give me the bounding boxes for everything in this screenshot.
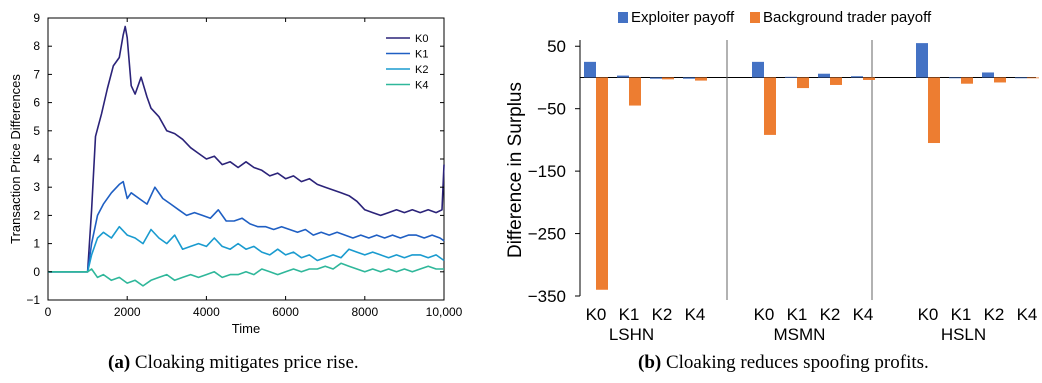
line-series-k4 bbox=[48, 262, 444, 287]
caption-b: (b) Cloaking reduces spoofing profits. bbox=[638, 352, 929, 374]
bar-category-label: K1 bbox=[619, 305, 640, 324]
line-y-tick-label: 8 bbox=[33, 39, 40, 53]
line-y-axis-label: Transaction Price Differences bbox=[8, 74, 23, 244]
line-series-group bbox=[48, 25, 445, 287]
bar-background-msmn-k1 bbox=[797, 77, 809, 89]
bar-category-label: K4 bbox=[1017, 305, 1038, 324]
bar-exploiter-msmn-k2 bbox=[818, 73, 830, 78]
bar-exploiter-hsln-k0 bbox=[916, 43, 928, 78]
line-y-tick-label: 6 bbox=[33, 96, 40, 110]
bar-exploiter-msmn-k4 bbox=[851, 76, 863, 78]
bar-bars-group bbox=[584, 43, 1039, 290]
line-y-tick-label: 0 bbox=[33, 265, 40, 279]
bar-background-lshn-k1 bbox=[629, 77, 641, 106]
legend-label-k2: K2 bbox=[415, 64, 428, 76]
bar-category-label: K0 bbox=[918, 305, 939, 324]
bar-category-label: K1 bbox=[787, 305, 808, 324]
line-y-tick-label: 7 bbox=[33, 67, 40, 81]
line-x-tick-label: 0 bbox=[45, 305, 52, 319]
bar-category-label: K2 bbox=[984, 305, 1005, 324]
bar-category-label: K1 bbox=[951, 305, 972, 324]
bar-exploiter-lshn-k0 bbox=[584, 61, 596, 78]
line-series-k2 bbox=[48, 225, 445, 273]
line-legend: K0 K1 K2 K4 bbox=[386, 33, 428, 92]
bar-background-msmn-k0 bbox=[764, 77, 776, 135]
bar-category-label: K0 bbox=[586, 305, 607, 324]
caption-b-label: (b) bbox=[638, 352, 662, 373]
line-y-tick-label: 5 bbox=[33, 124, 40, 138]
bar-background-msmn-k2 bbox=[830, 77, 842, 85]
line-series-k1 bbox=[48, 180, 445, 273]
bar-background-msmn-k4 bbox=[863, 77, 875, 80]
bar-legend-swatch-exploiter bbox=[618, 12, 628, 23]
line-x-axis-label: Time bbox=[232, 321, 260, 336]
legend-label-k0: K0 bbox=[415, 33, 428, 45]
line-ticks-group: 0 2000 4000 6000 8000 10,000 −1 0 1 2 3 4 5 6 7 8 9 bbox=[26, 11, 462, 319]
bar-legend-label-background: Background trader payoff bbox=[763, 9, 932, 26]
bar-group-label-hsln: HSLN bbox=[941, 325, 986, 344]
line-y-tick-label: 9 bbox=[33, 11, 40, 25]
line-y-tick-label: 4 bbox=[33, 152, 40, 166]
bar-group-label-msmn: MSMN bbox=[774, 325, 826, 344]
line-y-tick-label: 1 bbox=[33, 237, 40, 251]
bar-legend-swatch-background bbox=[750, 12, 760, 23]
bar-exploiter-lshn-k4 bbox=[683, 77, 695, 79]
caption-a-label: (a) bbox=[108, 352, 131, 373]
bar-y-tick-label: 50 bbox=[547, 37, 566, 56]
bar-category-label: K4 bbox=[853, 305, 874, 324]
line-x-tick-label: 6000 bbox=[272, 305, 299, 319]
bar-exploiter-lshn-k1 bbox=[617, 75, 629, 78]
legend-label-k4: K4 bbox=[415, 80, 428, 92]
bar-background-lshn-k2 bbox=[662, 77, 674, 80]
bar-y-tick-label: −150 bbox=[528, 162, 566, 181]
line-chart: 0 2000 4000 6000 8000 10,000 −1 0 1 2 3 4 5 6 7 8 9 Time… bbox=[8, 11, 463, 336]
caption-b-text: Cloaking reduces spoofing profits. bbox=[661, 352, 929, 373]
line-series-k0 bbox=[48, 25, 445, 273]
bar-background-hsln-k1 bbox=[961, 77, 973, 84]
line-x-tick-label: 4000 bbox=[193, 305, 220, 319]
line-y-tick-label: 2 bbox=[33, 208, 40, 222]
bar-chart: Exploiter payoff Background trader payoff… bbox=[505, 9, 1039, 344]
line-plot-frame bbox=[47, 17, 445, 301]
bar-background-lshn-k0 bbox=[596, 77, 608, 290]
caption-a-text: Cloaking mitigates price rise. bbox=[130, 352, 359, 373]
bar-exploiter-hsln-k4 bbox=[1015, 77, 1027, 79]
bar-exploiter-hsln-k1 bbox=[949, 77, 961, 79]
bar-group-label-lshn: LSHN bbox=[609, 325, 654, 344]
line-x-tick-label: 10,000 bbox=[426, 305, 463, 319]
bar-y-tick-label: −50 bbox=[537, 100, 566, 119]
bar-category-label: K4 bbox=[685, 305, 706, 324]
line-x-tick-label: 2000 bbox=[114, 305, 141, 319]
bar-category-label: K0 bbox=[754, 305, 775, 324]
bar-y-tick-label: −250 bbox=[528, 225, 566, 244]
caption-a: (a) Cloaking mitigates price rise. bbox=[108, 352, 359, 374]
bar-y-axis-label: Difference in Surplus bbox=[505, 82, 526, 258]
line-y-tick-label: 3 bbox=[33, 180, 40, 194]
line-x-tick-label: 8000 bbox=[351, 305, 378, 319]
bar-y-tick-label: −350 bbox=[528, 287, 566, 306]
bar-exploiter-hsln-k2 bbox=[982, 72, 994, 78]
bar-background-hsln-k0 bbox=[928, 77, 940, 144]
bar-category-label: K2 bbox=[820, 305, 841, 324]
bar-exploiter-msmn-k0 bbox=[752, 61, 764, 78]
bar-legend: Exploiter payoff Background trader payoff bbox=[618, 9, 932, 26]
bar-exploiter-lshn-k2 bbox=[650, 77, 662, 79]
bar-background-lshn-k4 bbox=[695, 77, 707, 81]
bar-exploiter-msmn-k1 bbox=[785, 76, 797, 78]
bar-legend-label-exploiter: Exploiter payoff bbox=[631, 9, 735, 26]
legend-label-k1: K1 bbox=[415, 49, 428, 61]
line-y-tick-label: −1 bbox=[26, 293, 40, 307]
bar-category-label: K2 bbox=[652, 305, 673, 324]
bar-background-hsln-k2 bbox=[994, 77, 1006, 83]
bar-background-hsln-k4 bbox=[1027, 77, 1039, 79]
